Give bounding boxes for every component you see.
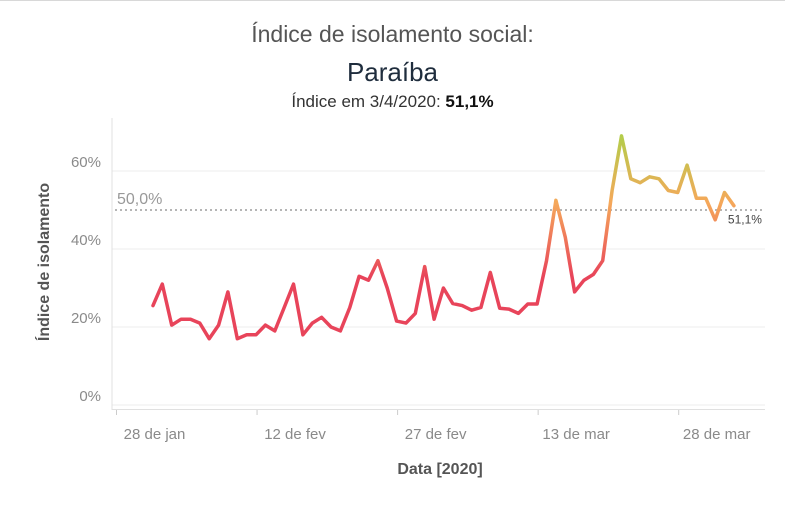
- x-tick-label: 13 de mar: [542, 426, 610, 443]
- data-point-25: [385, 286, 389, 290]
- data-point-54: [657, 177, 661, 181]
- x-axis-title: Data [2020]: [397, 461, 482, 478]
- data-point-21: [348, 306, 352, 310]
- data-point-22: [357, 274, 361, 278]
- data-points: [151, 134, 736, 341]
- data-point-45: [573, 290, 577, 294]
- data-point-42: [545, 259, 549, 263]
- data-point-8: [226, 290, 230, 294]
- data-point-1: [160, 282, 164, 286]
- data-point-3: [179, 317, 183, 321]
- data-point-6: [207, 337, 211, 341]
- data-point-53: [648, 175, 652, 179]
- data-point-19: [329, 325, 333, 329]
- data-point-35: [479, 306, 483, 310]
- data-point-9: [235, 337, 239, 341]
- data-point-10: [245, 333, 249, 337]
- data-point-13: [273, 329, 277, 333]
- data-point-48: [601, 259, 605, 263]
- subtitle-prefix: Índice em 3/4/2020:: [291, 92, 446, 111]
- data-point-28: [413, 311, 417, 315]
- data-point-37: [498, 306, 502, 310]
- y-tick-label: 40%: [71, 232, 101, 249]
- data-point-43: [554, 198, 558, 202]
- data-point-44: [563, 235, 567, 239]
- data-point-59: [704, 196, 708, 200]
- data-point-58: [694, 196, 698, 200]
- x-tick-label: 12 de fev: [264, 426, 326, 443]
- data-point-60: [713, 218, 717, 222]
- data-point-33: [460, 304, 464, 308]
- data-point-20: [338, 329, 342, 333]
- x-tick-label: 27 de fev: [405, 426, 467, 443]
- chart-title: Índice de isolamento social:: [251, 21, 534, 47]
- data-point-4: [188, 317, 192, 321]
- x-axis-ticks: 28 de jan 12 de fev 27 de fev 13 de mar 28 d…: [116, 410, 751, 443]
- data-point-55: [666, 189, 670, 193]
- data-point-61: [723, 190, 727, 194]
- data-point-46: [582, 278, 586, 282]
- y-axis-title: Índice de isolamento: [34, 183, 53, 341]
- data-point-2: [170, 323, 174, 327]
- data-point-49: [610, 189, 614, 193]
- data-point-39: [516, 311, 520, 315]
- subtitle-value: 51,1%: [445, 92, 494, 111]
- data-point-51: [629, 177, 633, 181]
- state-name: Paraíba: [346, 57, 439, 87]
- data-point-26: [395, 319, 399, 323]
- data-point-34: [470, 308, 474, 312]
- data-point-27: [404, 321, 408, 325]
- y-tick-label: 60%: [71, 154, 101, 171]
- reference-line-label: 50,0%: [117, 191, 162, 208]
- data-point-56: [676, 190, 680, 194]
- data-point-11: [254, 333, 258, 337]
- gridlines: [112, 170, 765, 406]
- data-point-38: [507, 307, 511, 311]
- data-point-16: [301, 333, 305, 337]
- data-point-14: [282, 306, 286, 310]
- x-tick-label: 28 de jan: [124, 426, 186, 443]
- data-point-30: [432, 317, 436, 321]
- data-point-0: [151, 304, 155, 308]
- data-point-15: [292, 282, 296, 286]
- data-point-52: [638, 181, 642, 185]
- chart-subtitle: Índice em 3/4/2020: 51,1%: [0, 92, 785, 112]
- last-value-label: 51,1%: [728, 213, 762, 227]
- data-point-5: [198, 321, 202, 325]
- data-point-24: [376, 259, 380, 263]
- data-point-40: [526, 302, 530, 306]
- data-point-29: [423, 265, 427, 269]
- data-point-12: [263, 323, 267, 327]
- x-tick-label: 28 de mar: [683, 426, 751, 443]
- y-tick-label: 0%: [79, 388, 101, 405]
- data-point-62: [732, 204, 736, 208]
- y-axis-ticks: 0% 20% 40% 60%: [71, 154, 101, 405]
- data-point-47: [591, 272, 595, 276]
- data-point-18: [320, 315, 324, 319]
- series-line-isolamento: [151, 134, 736, 341]
- y-tick-label: 20%: [71, 310, 101, 327]
- data-point-17: [310, 321, 314, 325]
- data-point-7: [217, 323, 221, 327]
- data-point-57: [685, 163, 689, 167]
- data-point-32: [451, 302, 455, 306]
- data-point-41: [535, 302, 539, 306]
- data-point-36: [488, 270, 492, 274]
- top-border: [0, 0, 785, 1]
- data-point-23: [366, 278, 370, 282]
- data-point-50: [619, 134, 623, 138]
- data-point-31: [441, 286, 445, 290]
